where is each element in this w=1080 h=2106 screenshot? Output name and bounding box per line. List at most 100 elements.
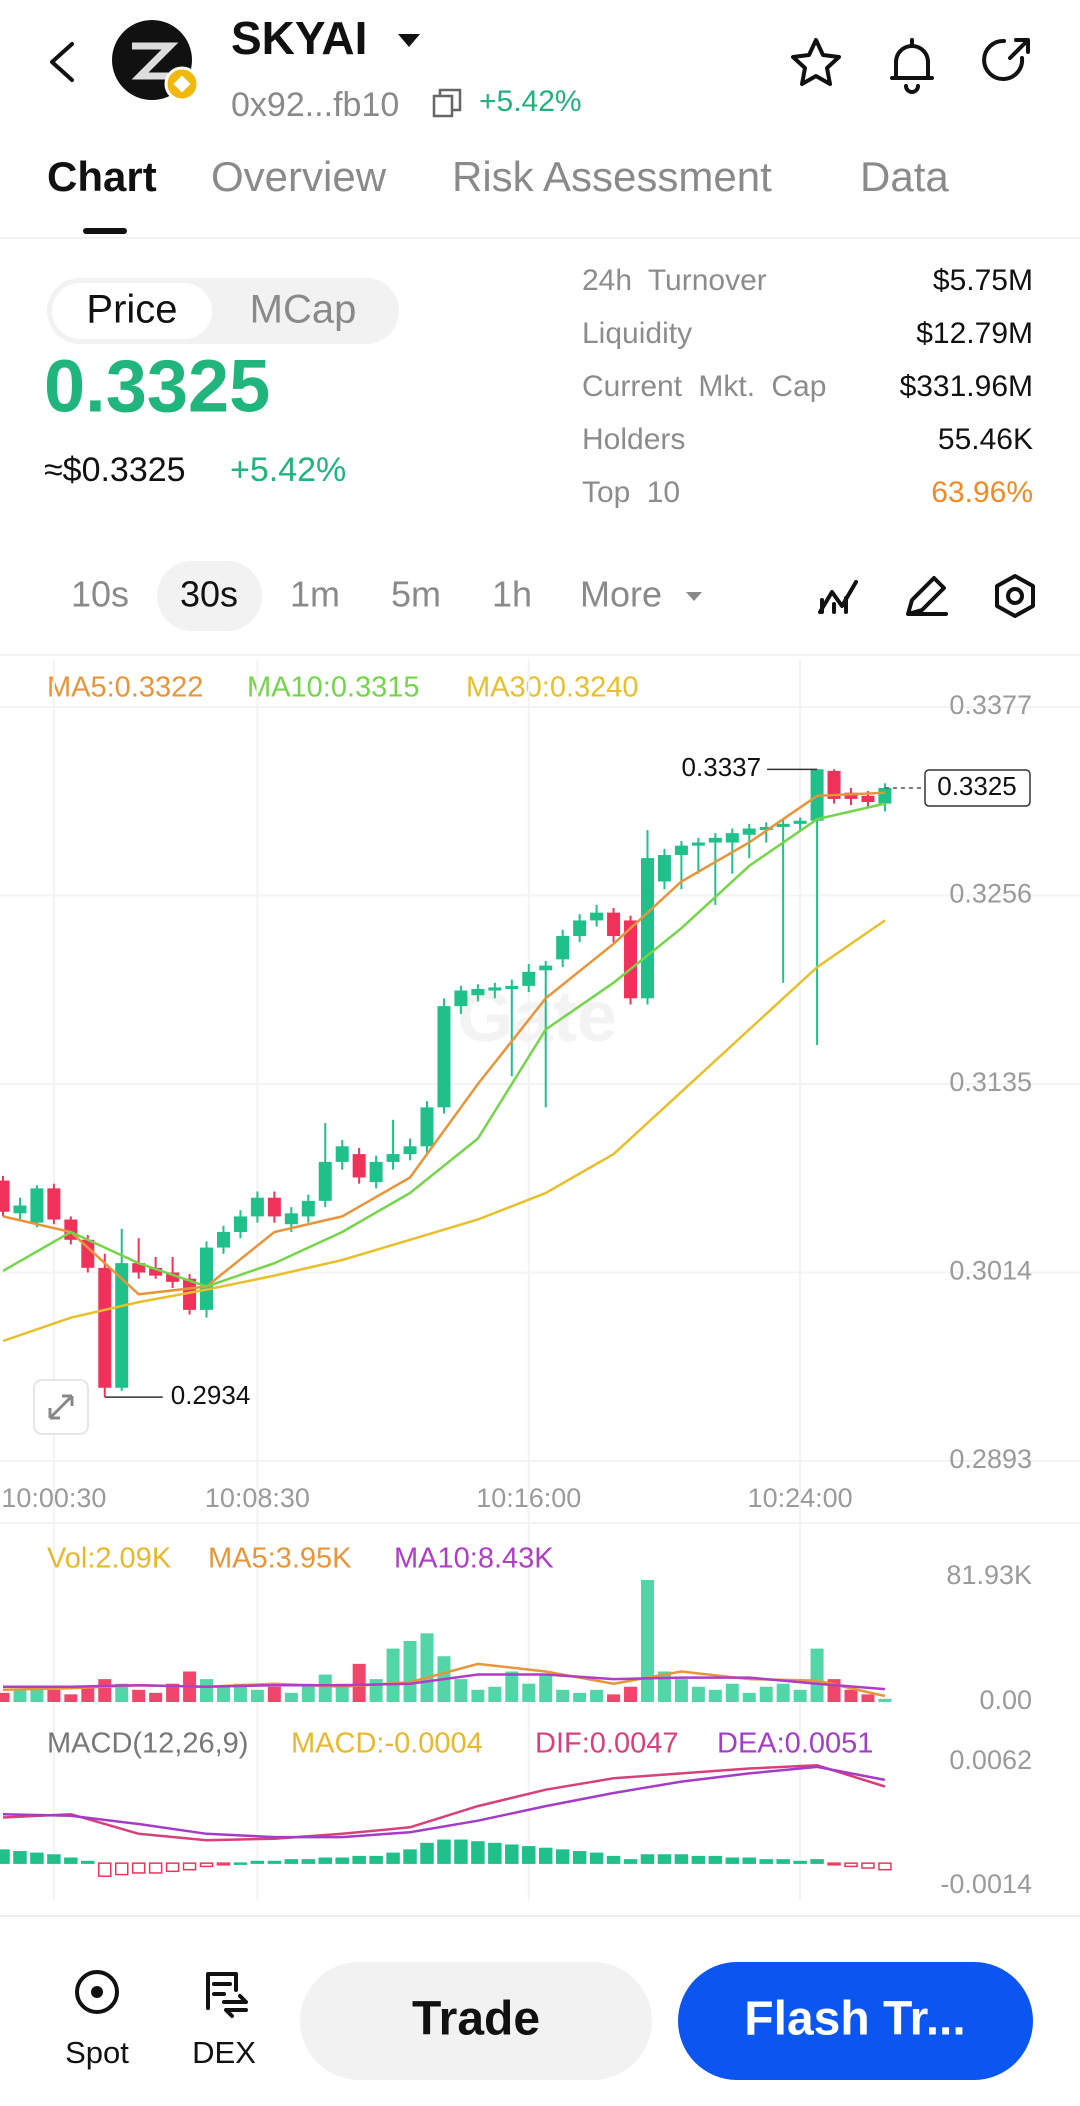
macd-bar: [793, 1860, 807, 1864]
macd-bar: [301, 1859, 316, 1864]
candle-body: [183, 1278, 197, 1310]
candle-body: [708, 837, 722, 843]
timeframe-selected: [157, 561, 262, 631]
volume-bar: [776, 1683, 790, 1702]
volume-bar: [200, 1679, 214, 1702]
volume-bar: [674, 1679, 688, 1702]
trade-button[interactable]: [300, 1962, 652, 2080]
macd-bar: [403, 1849, 417, 1864]
stat-value: $5.75M: [933, 264, 1033, 297]
macd-bar: [437, 1839, 451, 1864]
macd-bar: [555, 1849, 570, 1864]
indicator-line: [2, 919, 886, 1343]
macd-bar: [30, 1852, 44, 1864]
legend-entry: MA5:0.3322: [47, 672, 203, 704]
settings-icon[interactable]: [995, 574, 1035, 618]
tab-indicator: [83, 228, 127, 234]
share-icon[interactable]: [982, 38, 1030, 81]
timeframe[interactable]: 5m: [391, 574, 441, 615]
candle-body: [759, 826, 773, 831]
volume-chart: 81.93K 0.00: [0, 1560, 1032, 1715]
dropdown-caret[interactable]: [398, 34, 420, 47]
back-button[interactable]: [50, 42, 74, 82]
spot-icon[interactable]: [75, 1970, 119, 2014]
timeframe[interactable]: 1h: [492, 574, 532, 615]
divider: [0, 1522, 1080, 1524]
macd-bar: [165, 1862, 180, 1873]
nav-label[interactable]: DEX: [192, 2035, 256, 2070]
y-tick-label: 0.3256: [949, 879, 1032, 909]
toggle-option[interactable]: MCap: [250, 288, 357, 332]
indicator-icon[interactable]: [818, 580, 858, 614]
high-label: 0.3337: [682, 752, 762, 782]
candle-body: [776, 823, 790, 827]
volume-bar: [386, 1648, 400, 1702]
timeframe[interactable]: 30s: [180, 574, 238, 615]
candle-body: [454, 990, 468, 1007]
divider: [0, 237, 1080, 239]
last-price-box: [924, 769, 1031, 807]
y-tick-label: 0.3135: [949, 1067, 1032, 1097]
macd-bar: [844, 1862, 858, 1868]
macd-bar: [250, 1860, 265, 1864]
star-icon[interactable]: [791, 38, 841, 86]
stat-label: 24h Turnover: [582, 264, 767, 297]
tab[interactable]: Risk Assessment: [452, 153, 772, 200]
candle-body: [640, 858, 654, 999]
volume-bar: [539, 1674, 553, 1702]
volume-bar: [742, 1692, 756, 1702]
timeframe[interactable]: 10s: [71, 574, 129, 615]
macd-bar: [827, 1862, 841, 1866]
candle-body: [725, 833, 739, 843]
volume-bar: [488, 1686, 502, 1702]
volume-bar: [454, 1679, 468, 1702]
candle-body: [233, 1216, 247, 1232]
macd-bar: [725, 1857, 740, 1864]
nav-label[interactable]: Spot: [65, 2035, 129, 2070]
candle-body: [556, 936, 570, 960]
tab[interactable]: Data: [860, 153, 949, 200]
trade-label[interactable]: Trade: [412, 1993, 540, 2046]
price-chart: 10:00:30 10:08:30 10:16:00 10:24:00 0.3377 0.…: [0, 660, 1080, 1900]
timeframe[interactable]: 1m: [290, 574, 340, 615]
legend-entry: DEA:0.0051: [717, 1728, 873, 1760]
draw-icon[interactable]: [906, 576, 948, 616]
copy-icon[interactable]: [432, 88, 462, 118]
tab[interactable]: Overview: [211, 153, 387, 200]
volume-bar: [590, 1689, 604, 1702]
tab[interactable]: Chart: [47, 153, 157, 200]
volume-bar: [861, 1694, 875, 1702]
flash-trade-button[interactable]: [678, 1962, 1033, 2080]
stat-label: Liquidity: [582, 317, 692, 350]
macd-bar: [335, 1857, 349, 1864]
toggle-option[interactable]: Price: [86, 288, 177, 332]
stat-value: $331.96M: [900, 370, 1033, 403]
macd-bar: [810, 1859, 824, 1864]
macd-bar: [199, 1862, 214, 1868]
expand-button[interactable]: [33, 1379, 89, 1435]
bell-icon[interactable]: [890, 38, 934, 94]
flash-trade-label[interactable]: Flash Tr...: [744, 1993, 965, 2046]
volume-bar: [98, 1679, 112, 1702]
macd-bar: [606, 1855, 621, 1864]
candle-body: [47, 1188, 61, 1220]
macd-bar: [114, 1862, 129, 1876]
indicator-line: [3, 1673, 885, 1691]
timeframe[interactable]: More: [580, 574, 662, 615]
candle-body: [403, 1146, 417, 1155]
volume-bar: [149, 1692, 163, 1702]
volume-bar: [759, 1686, 773, 1702]
candle-body: [657, 854, 671, 882]
volume-bar: [607, 1694, 621, 1702]
candle-body: [827, 770, 841, 799]
dex-icon[interactable]: [206, 1972, 248, 2018]
candle-body: [284, 1213, 298, 1225]
candle-body: [335, 1146, 349, 1162]
legend-entry: Vol:2.09K: [47, 1543, 172, 1575]
macd-bar: [267, 1860, 282, 1864]
candle-body: [522, 971, 536, 986]
volume-bar: [369, 1679, 383, 1702]
macd-bar: [691, 1855, 706, 1864]
candle-body: [13, 1205, 27, 1214]
candle-body: [793, 820, 807, 824]
